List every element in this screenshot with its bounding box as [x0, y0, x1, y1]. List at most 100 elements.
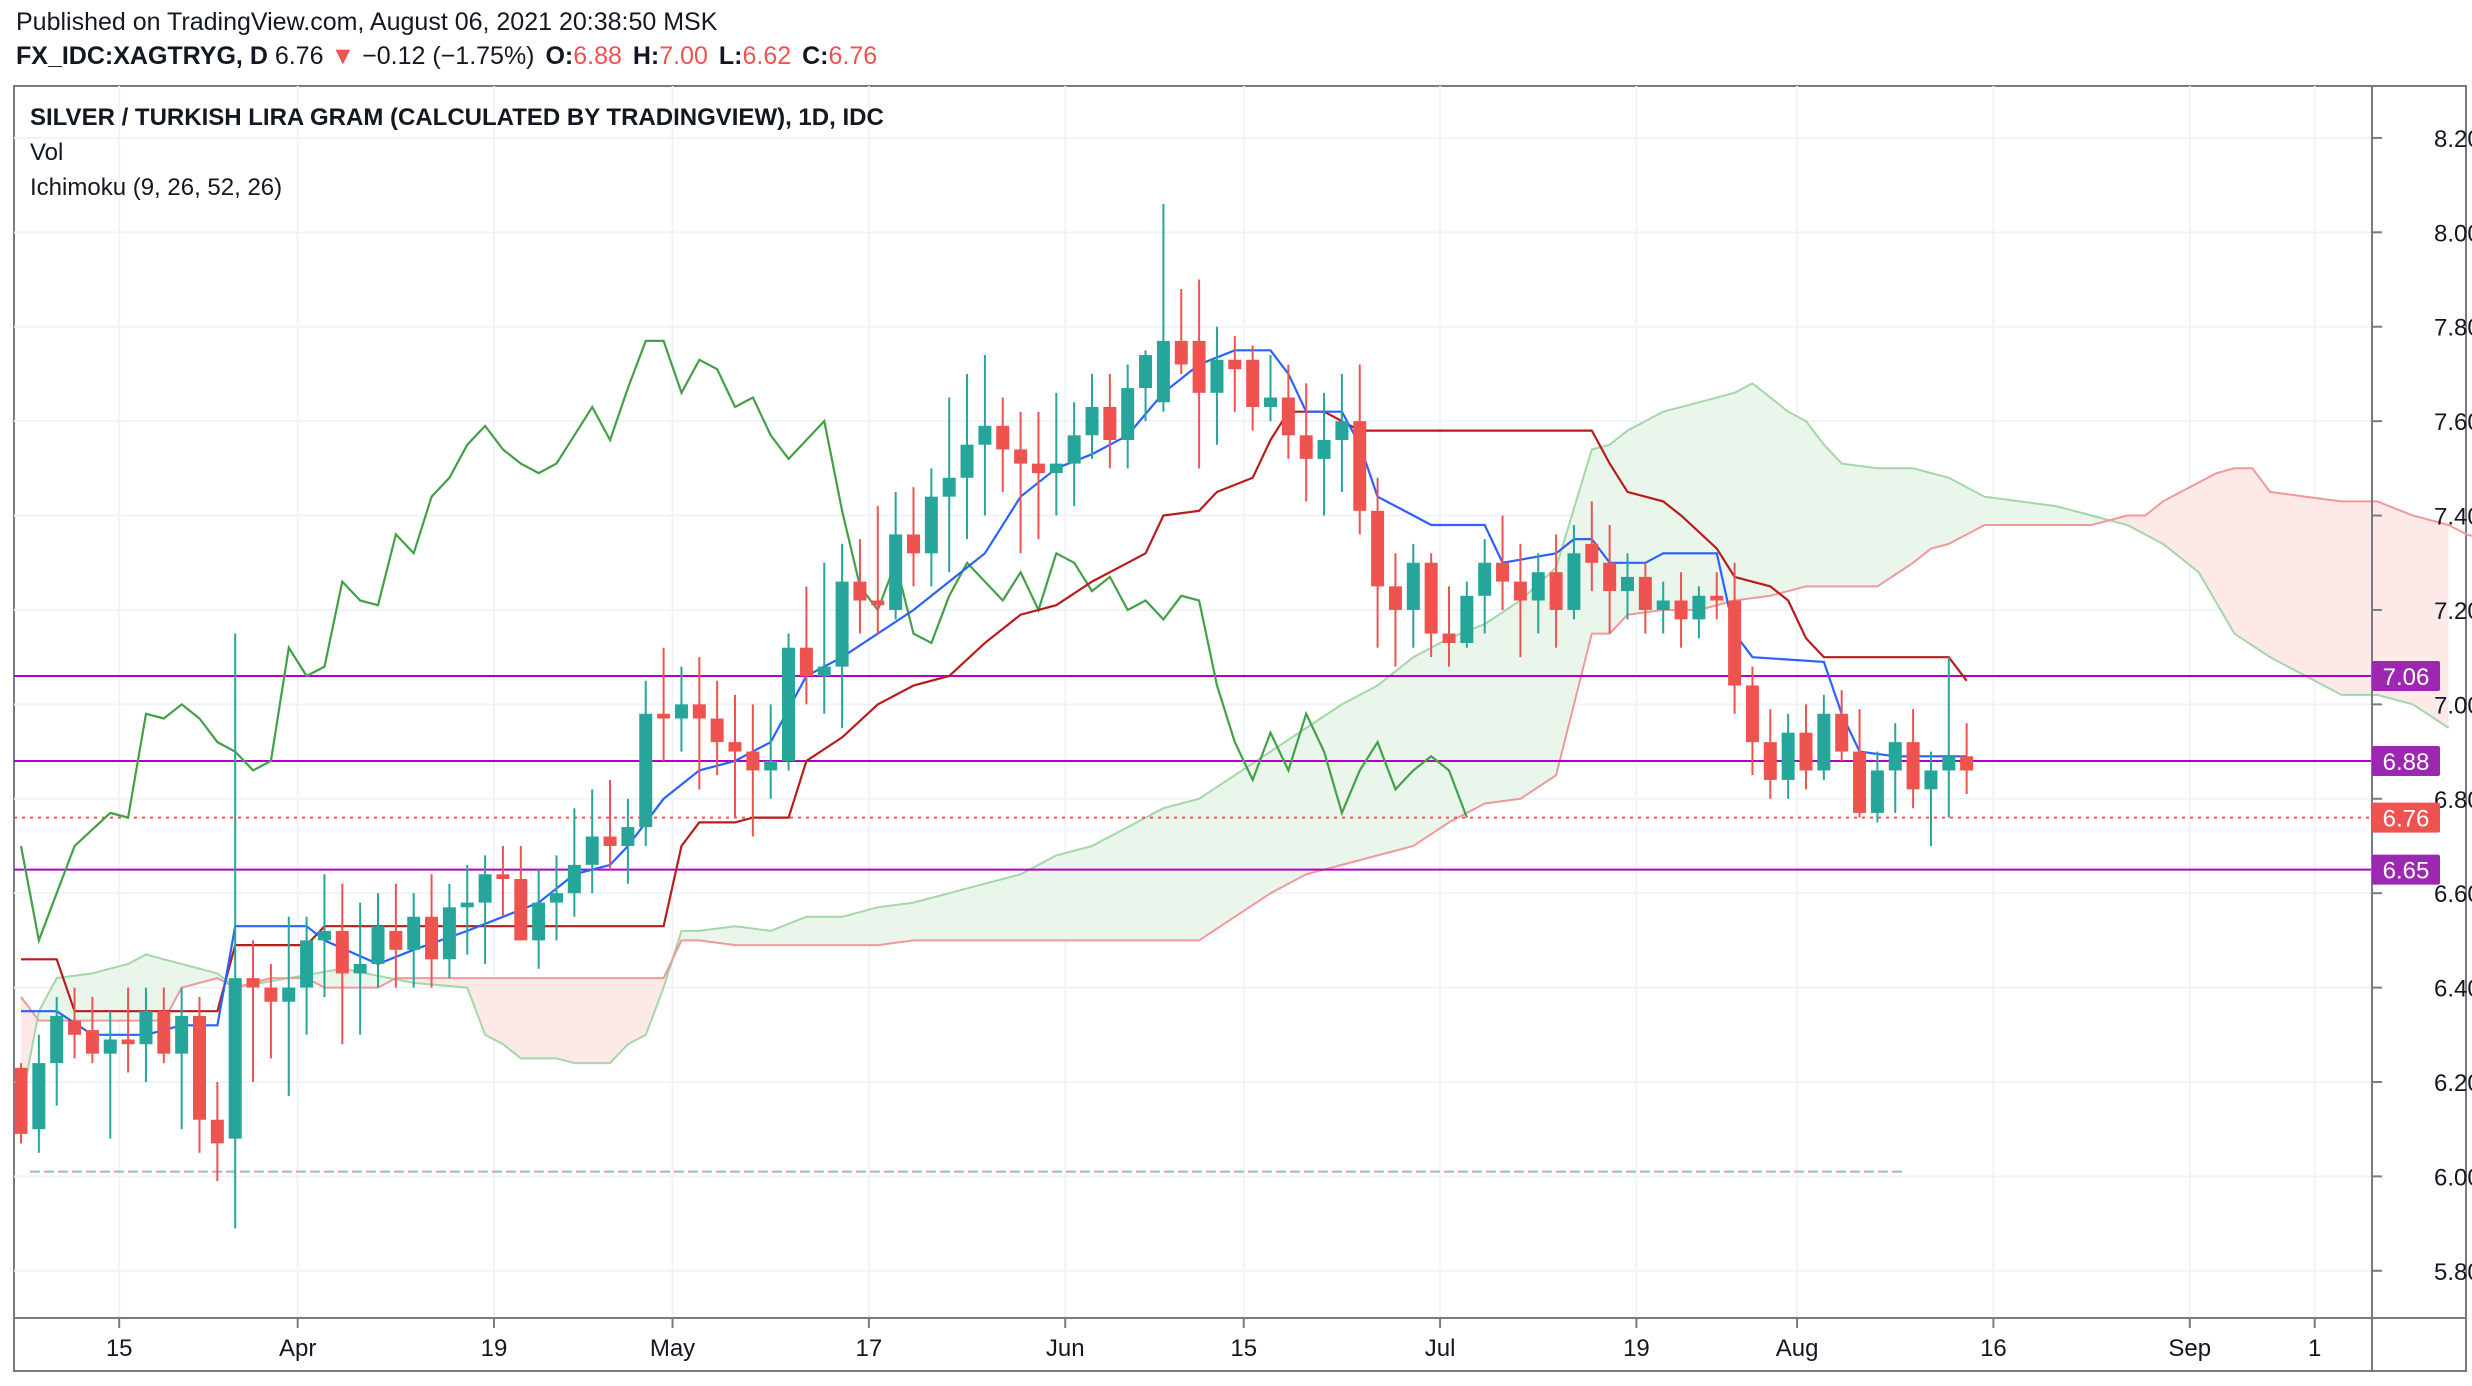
candle-body — [335, 930, 349, 974]
candle-up — [1156, 204, 1170, 412]
candle-body — [1049, 463, 1063, 474]
candle-body — [1174, 340, 1188, 365]
candle-body — [621, 827, 635, 846]
candle-body — [139, 1011, 153, 1045]
candle-up — [1067, 402, 1081, 507]
x-tick-label: Aug — [1776, 1335, 1819, 1362]
published-line: Published on TradingView.com, August 06,… — [16, 8, 718, 36]
candle-body — [1835, 713, 1849, 752]
candle-down — [1228, 336, 1242, 412]
candle-up — [889, 491, 903, 620]
candle-body — [1728, 600, 1742, 686]
candle-body — [1870, 770, 1884, 813]
candle-up — [764, 704, 778, 799]
candle-body — [1156, 340, 1170, 403]
candle-up — [317, 874, 331, 998]
candle-down — [85, 997, 99, 1064]
candle-body — [1424, 562, 1438, 634]
candle-body — [1906, 742, 1920, 790]
legend-vol[interactable]: Vol — [30, 139, 64, 166]
candle-down — [210, 1081, 224, 1182]
senkou-span-a — [20, 382, 2450, 1106]
candle-body — [550, 893, 563, 903]
candle-body — [1513, 581, 1527, 601]
candle-body — [1371, 510, 1385, 587]
candle-body — [1478, 562, 1492, 596]
x-tick-label: Jul — [1425, 1335, 1456, 1362]
candle-body — [496, 874, 510, 880]
price-tag-label: 6.88 — [2383, 749, 2430, 776]
candle-body — [1031, 463, 1045, 474]
y-tick-label: 7.80 — [2434, 315, 2472, 342]
chikou-span — [19, 339, 1468, 945]
candle-body — [853, 581, 867, 601]
legend-ichimoku[interactable]: Ichimoku (9, 26, 52, 26) — [30, 174, 283, 201]
candle-up — [978, 355, 992, 516]
candle-body — [1888, 742, 1902, 771]
candle-up — [639, 680, 653, 846]
candle-body — [389, 930, 403, 950]
candle-up — [1478, 539, 1492, 634]
candle-body — [1853, 751, 1867, 813]
candle-body — [1299, 435, 1313, 459]
candle-body — [603, 836, 617, 846]
candle-down — [514, 845, 528, 941]
x-tick-label: May — [650, 1335, 695, 1362]
candle-body — [1442, 633, 1456, 643]
candle-up — [1567, 524, 1581, 620]
candle-body — [317, 930, 331, 941]
open-value: 6.88 — [573, 42, 622, 70]
candle-up — [1460, 581, 1474, 648]
candle-body — [1246, 359, 1260, 407]
candle-up — [1656, 581, 1670, 634]
candle-body — [1353, 421, 1367, 511]
candle-up — [1139, 350, 1153, 422]
candle-body — [1585, 543, 1599, 563]
candle-down — [1513, 543, 1527, 658]
candle-up — [532, 869, 546, 969]
candle-body — [1192, 340, 1206, 393]
price-tag: 6.76 — [2372, 802, 2440, 833]
candle-body — [32, 1063, 46, 1130]
candle-up — [1924, 751, 1938, 846]
candle-down — [121, 987, 135, 1073]
candle-body — [478, 874, 492, 903]
y-tick-label: 7.00 — [2434, 692, 2472, 719]
kijun-sen — [21, 410, 1968, 1013]
candle-down — [853, 539, 867, 634]
open-label: O: — [545, 42, 574, 70]
candle-body — [246, 978, 260, 988]
candle-body — [817, 666, 831, 677]
price-tag: 6.88 — [2372, 746, 2440, 777]
candle-body — [1763, 742, 1777, 780]
candle-down — [246, 940, 260, 1082]
x-tick-label: Sep — [2168, 1335, 2211, 1362]
candle-up — [1531, 553, 1545, 634]
cloud-bullish — [38, 954, 240, 1021]
y-tick-label: 6.40 — [2434, 976, 2472, 1003]
candle-body — [175, 1015, 189, 1054]
candle-up — [228, 633, 242, 1229]
candle-up — [175, 987, 189, 1130]
candle-body — [799, 647, 813, 677]
price-tag-box — [2372, 854, 2440, 885]
candle-down — [1603, 524, 1617, 634]
candle-body — [282, 987, 296, 1002]
x-tick-label: 16 — [1980, 1335, 2007, 1362]
candle-down — [1174, 288, 1188, 374]
candle-body — [1067, 435, 1081, 464]
candle-up — [282, 916, 296, 1097]
candle-down — [14, 1063, 28, 1144]
candle-up — [460, 864, 474, 955]
candle-body — [1460, 595, 1474, 643]
candle-body — [1531, 572, 1545, 601]
symbol-label: FX_IDC:XAGTRYG, D — [16, 42, 268, 70]
candle-body — [1603, 562, 1617, 592]
candle-down — [193, 997, 206, 1153]
candle-down — [1799, 704, 1813, 790]
candle-body — [121, 1039, 135, 1045]
candle-up — [1264, 355, 1277, 422]
candle-up — [50, 997, 64, 1106]
candle-down — [425, 874, 439, 988]
